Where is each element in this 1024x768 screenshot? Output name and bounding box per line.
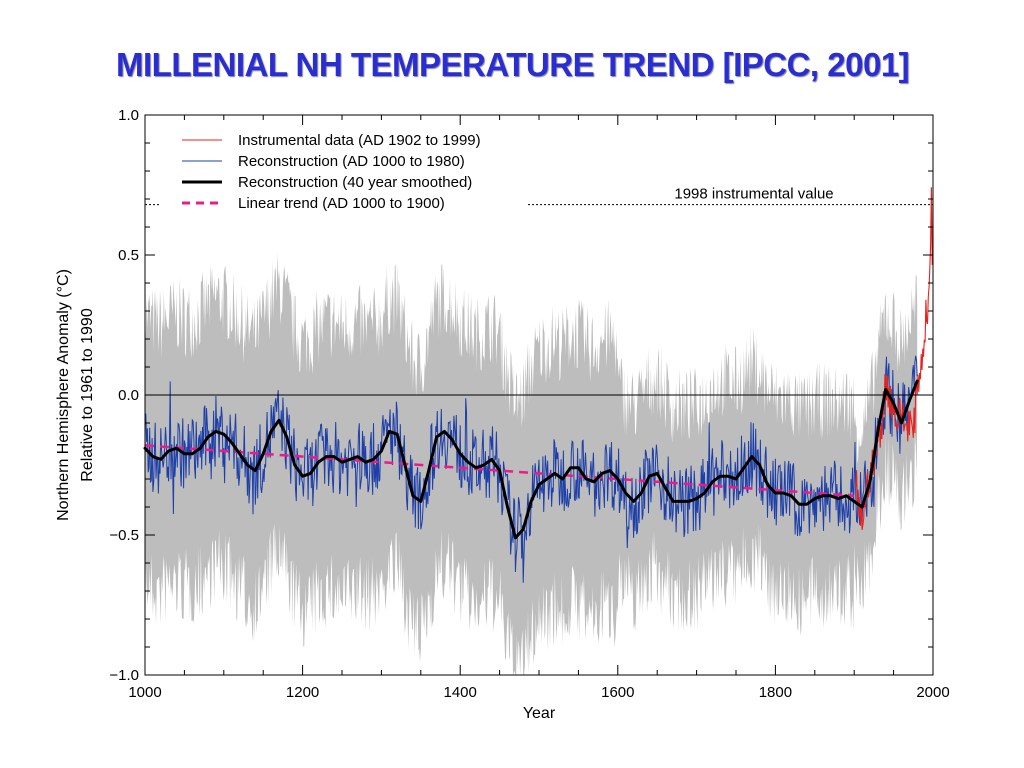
uncertainty-envelope — [145, 252, 918, 675]
axis-ticks: 1000 1200 1400 1600 1800 2000 −1.0 −0.5 0.0 0.5 1.… — [109, 107, 949, 701]
annotation-1998-instrumental: 1998 instrumental value — [674, 186, 833, 203]
legend-label: Reconstruction (40 year smoothed) — [238, 174, 472, 191]
smoothed-line — [143, 379, 919, 540]
legend-label: Linear trend (AD 1000 to 1900) — [238, 195, 445, 212]
x-tick-label: 1800 — [759, 684, 792, 701]
y-tick-label: 0.5 — [118, 247, 139, 264]
chart-legend: Instrumental data (AD 1902 to 1999) Recon… — [182, 132, 481, 212]
legend-label: Reconstruction (AD 1000 to 1980) — [238, 153, 465, 170]
series-reconstruction — [144, 355, 918, 583]
y-tick-label: −0.5 — [109, 527, 139, 544]
uncertainty-band — [145, 252, 918, 675]
y-tick-label: −1.0 — [109, 667, 139, 684]
legend-label: Instrumental data (AD 1902 to 1999) — [238, 132, 481, 149]
x-axis-label: Year — [523, 705, 556, 722]
reconstruction-line — [144, 355, 918, 583]
trend-line — [144, 444, 855, 498]
y-axis-label-line2: Relative to 1961 to 1990 — [79, 308, 96, 482]
instrumental-line — [855, 187, 933, 530]
slide-title: MILLENIAL NH TEMPERATURE TREND [IPCC, 20… — [116, 46, 910, 83]
x-tick-label: 1600 — [601, 684, 634, 701]
x-tick-label: 1200 — [286, 684, 319, 701]
x-tick-label: 2000 — [916, 684, 949, 701]
y-tick-label: 0.0 — [118, 387, 139, 404]
reference-lines — [145, 204, 933, 396]
series-instrumental — [855, 187, 933, 530]
y-tick-label: 1.0 — [118, 107, 139, 124]
series-trend — [144, 444, 855, 498]
x-tick-label: 1400 — [444, 684, 477, 701]
series-smoothed — [143, 379, 919, 540]
y-axis-label-line1: Northern Hemisphere Anomaly (°C) — [55, 269, 72, 521]
x-tick-label: 1000 — [128, 684, 161, 701]
